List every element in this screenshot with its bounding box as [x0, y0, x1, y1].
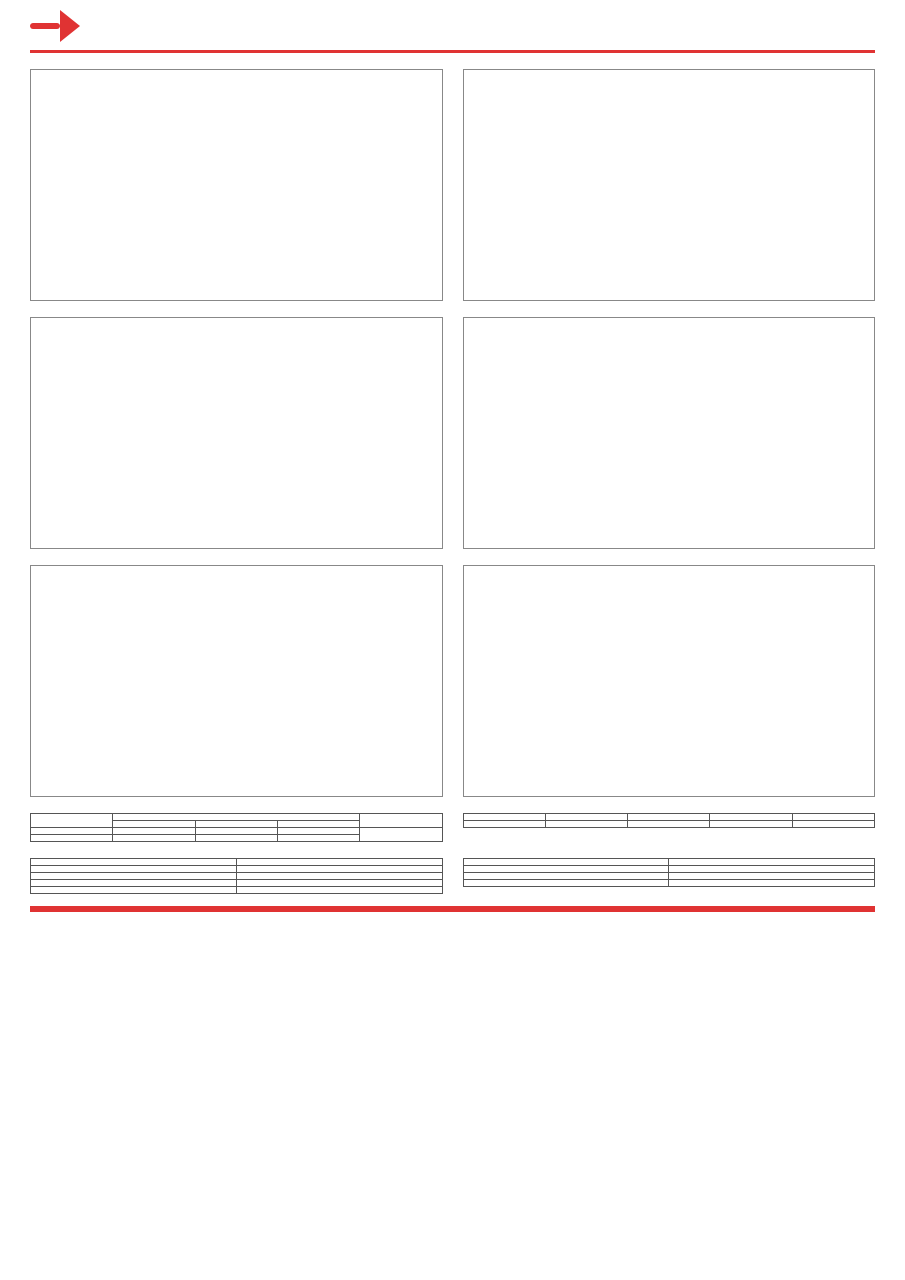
cp-r0c2	[195, 828, 277, 835]
dv-r1v3	[792, 814, 874, 821]
cp-r1c0	[31, 835, 113, 842]
cp-r0c1	[113, 828, 195, 835]
tc20	[31, 880, 237, 887]
cp-r0c3	[277, 828, 359, 835]
charging-proc-table	[30, 813, 443, 842]
header-underline	[30, 50, 875, 53]
terminal-chart	[463, 565, 876, 797]
tc21	[236, 880, 442, 887]
cp-r1c1	[113, 835, 195, 842]
standby-chart	[30, 317, 443, 549]
dv-r1v1	[628, 814, 710, 821]
cp-h-temp	[113, 821, 195, 828]
dv-r1v2	[710, 814, 792, 821]
sd01	[669, 866, 875, 873]
tc31	[236, 887, 442, 894]
cp-max	[360, 828, 442, 842]
cp-h-app	[31, 814, 113, 828]
tc10	[31, 873, 237, 880]
tc01	[236, 866, 442, 873]
dv-r2	[463, 821, 545, 828]
header	[30, 10, 875, 42]
cycleuse-chart	[30, 565, 443, 797]
cp-h-cv	[113, 814, 360, 821]
footer-bar	[30, 906, 875, 912]
dv-r2v2	[710, 821, 792, 828]
dv-r2v0	[545, 821, 627, 828]
dv-r2v1	[628, 821, 710, 828]
cp-r1c3	[277, 835, 359, 842]
sd21	[669, 880, 875, 887]
self-disch-table	[463, 858, 876, 887]
tc-h0	[31, 859, 237, 866]
sd00	[463, 866, 669, 873]
badge-triangle	[60, 10, 80, 42]
cp-r1c2	[195, 835, 277, 842]
trickle-chart	[30, 69, 443, 301]
disch-vs-table	[463, 813, 876, 828]
sd-h1	[669, 859, 875, 866]
cp-h-max	[360, 814, 442, 828]
temp-cap-table	[30, 858, 443, 894]
tc11	[236, 873, 442, 880]
dv-r2v3	[792, 821, 874, 828]
sd10	[463, 873, 669, 880]
retention-chart	[463, 69, 876, 301]
sd11	[669, 873, 875, 880]
model-badge	[30, 23, 60, 29]
cp-h-rng	[277, 821, 359, 828]
tc-h1	[236, 859, 442, 866]
dv-r1v0	[545, 814, 627, 821]
cp-h-set	[195, 821, 277, 828]
tc30	[31, 887, 237, 894]
cp-r0c0	[31, 828, 113, 835]
cyclelife-chart	[463, 317, 876, 549]
tc00	[31, 866, 237, 873]
sd-h0	[463, 859, 669, 866]
sd20	[463, 880, 669, 887]
dv-r1	[463, 814, 545, 821]
